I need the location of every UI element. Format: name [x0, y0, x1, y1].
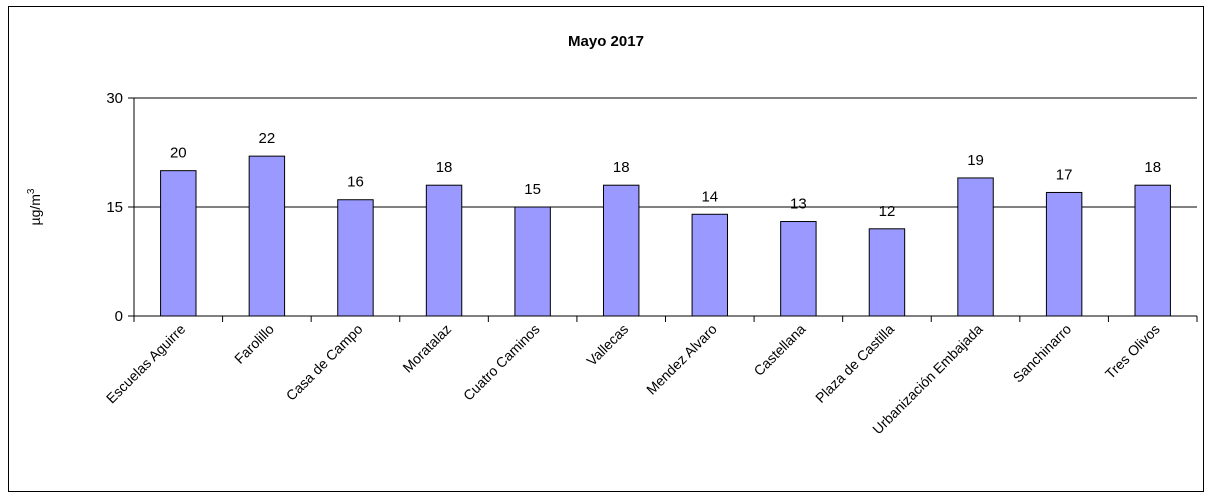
data-label: 20	[170, 145, 187, 162]
data-label: 18	[613, 159, 630, 176]
y-axis-label-text: µg/m	[27, 194, 43, 225]
bar	[780, 221, 817, 317]
x-tick-label: Escuelas Aguirre	[103, 321, 189, 407]
x-tick-label: Farolillo	[231, 321, 277, 367]
bar	[1045, 191, 1083, 317]
x-tick-label: Mendez Alvaro	[643, 321, 720, 398]
chart-title: Mayo 2017	[568, 33, 644, 50]
y-tick-label: 15	[106, 199, 123, 216]
data-label: 15	[524, 181, 541, 198]
data-label: 12	[879, 203, 896, 220]
x-tick-label: Cuatro Caminos	[460, 321, 543, 404]
y-axis-label-superscript: 3	[26, 188, 37, 194]
data-label: 13	[790, 196, 807, 213]
data-label: 19	[967, 152, 984, 169]
data-label: 16	[347, 174, 364, 191]
x-tick-label: Plaza de Castilla	[812, 321, 897, 406]
x-tick-label: Moratalaz	[399, 321, 454, 376]
bar	[1134, 184, 1171, 317]
x-tick-label: Tres Olivos	[1102, 321, 1163, 382]
bar	[691, 213, 729, 317]
x-tick-label: Sanchinarro	[1010, 321, 1075, 386]
data-label: 17	[1056, 166, 1073, 183]
data-label: 18	[436, 159, 453, 176]
gridlines	[134, 97, 1197, 208]
y-tick-label: 0	[115, 308, 123, 325]
data-label: 18	[1144, 159, 1161, 176]
y-tick-label: 30	[106, 90, 123, 107]
x-tick-label: Vallecas	[583, 321, 631, 369]
bar	[868, 228, 906, 317]
bar	[248, 155, 286, 317]
bars: 20 22 16 18 15 18 14 13 12 19 17 18	[160, 130, 1171, 317]
bar	[337, 199, 374, 317]
x-axis: Escuelas Aguirre Farolillo Casa de Campo Mo…	[103, 315, 1198, 437]
data-label: 22	[259, 130, 276, 147]
bar	[160, 170, 197, 317]
bar	[602, 184, 640, 317]
bar	[514, 206, 551, 317]
bar	[425, 184, 463, 317]
svg-text:µg/m3: µg/m3	[26, 188, 43, 225]
bar	[957, 177, 994, 317]
x-tick-label: Castellana	[750, 321, 808, 379]
data-label: 14	[701, 188, 718, 205]
y-axis-label: µg/m3	[26, 188, 43, 225]
x-tick-label: Casa de Campo	[283, 321, 366, 404]
y-axis: 0 15 30	[106, 90, 135, 325]
